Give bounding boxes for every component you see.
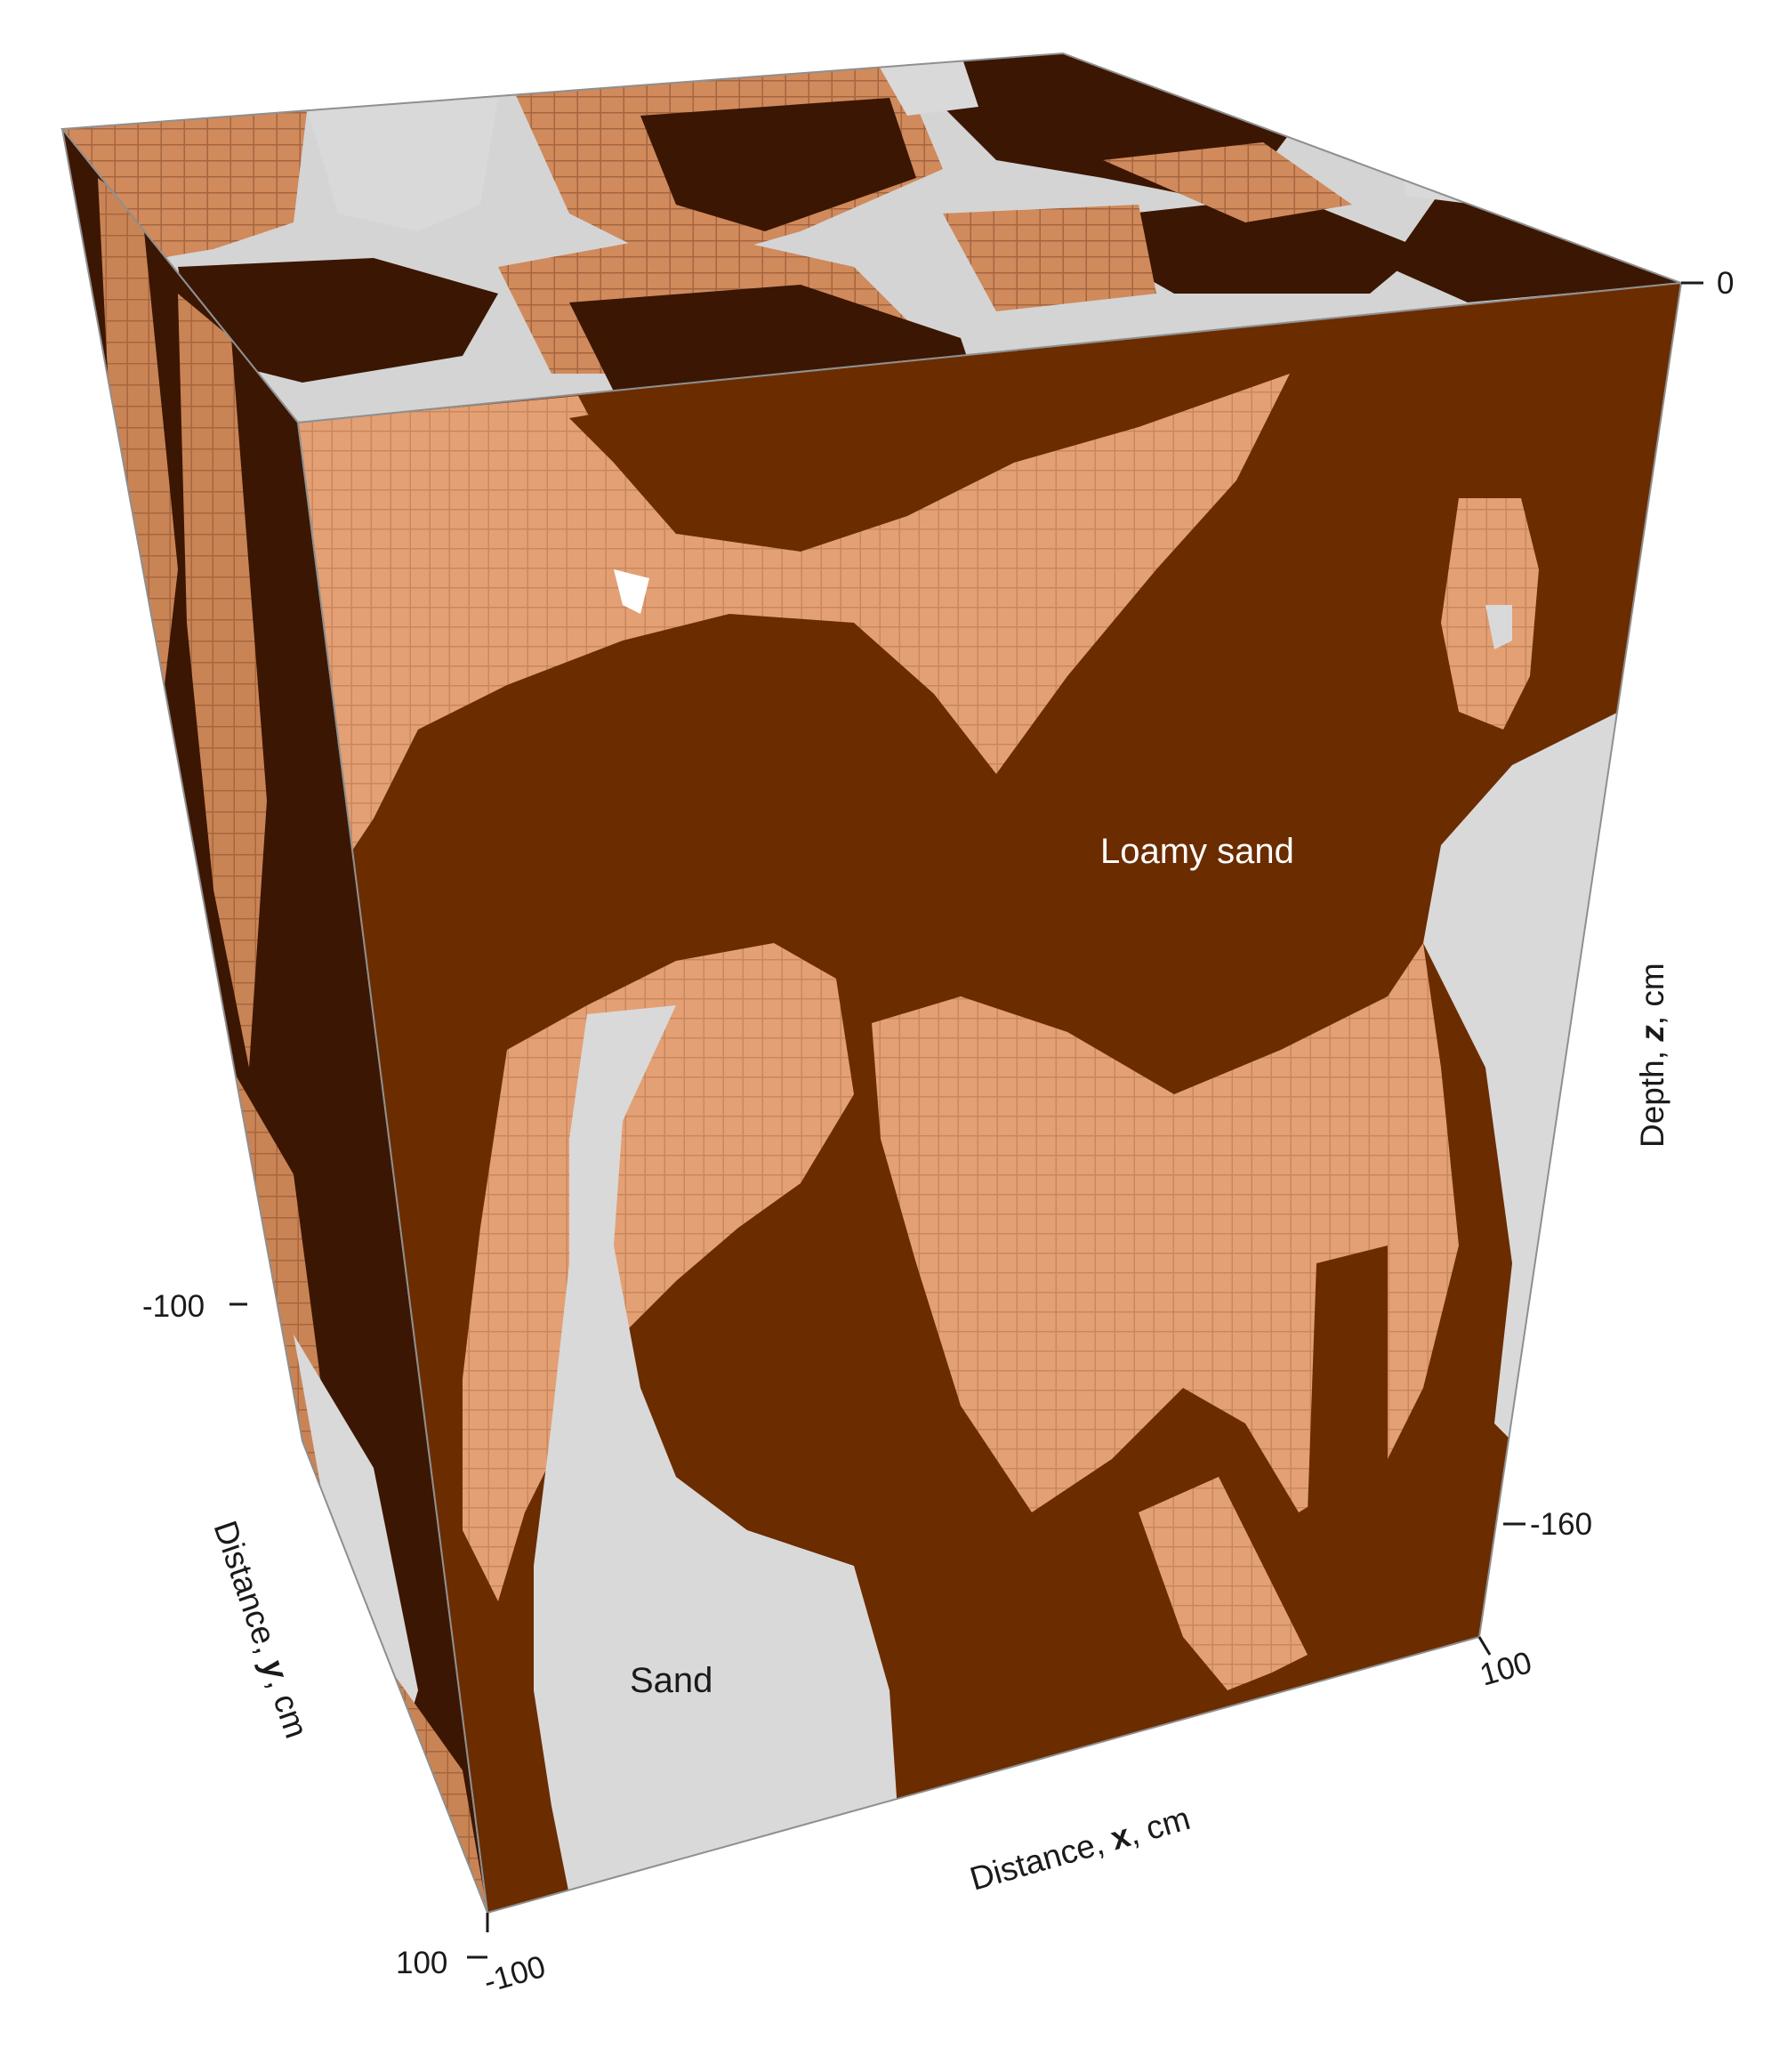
loamy-sand-label: Loamy sand [1100, 832, 1294, 871]
z-axis-label: Depth, z, cm [1634, 963, 1670, 1148]
z-tick-label-top: 0 [1717, 266, 1734, 301]
z-axis: 0 -160 Depth, z, cm [1503, 266, 1734, 1542]
front-face [296, 281, 1683, 1915]
sand-region-upper-left [298, 374, 1290, 872]
y-tick-label-max: 100 [396, 1946, 447, 1980]
sand-label: Sand [630, 1661, 712, 1700]
x-tick-max [1477, 1636, 1492, 1656]
x-tick-label-max: 100 [1476, 1645, 1535, 1693]
void-region-sand [534, 1005, 898, 1895]
front-face-voxels [298, 283, 1681, 1895]
z-tick-label-bottom: -160 [1530, 1507, 1592, 1542]
x-tick-label-min: -100 [479, 1949, 549, 2000]
sand-region-lower-middle [872, 943, 1459, 1512]
y-axis-label: Distance, y, cm [206, 1516, 315, 1742]
x-axis-label: Distance, x, cm [966, 1800, 1194, 1898]
y-tick-label-min: -100 [142, 1289, 205, 1324]
